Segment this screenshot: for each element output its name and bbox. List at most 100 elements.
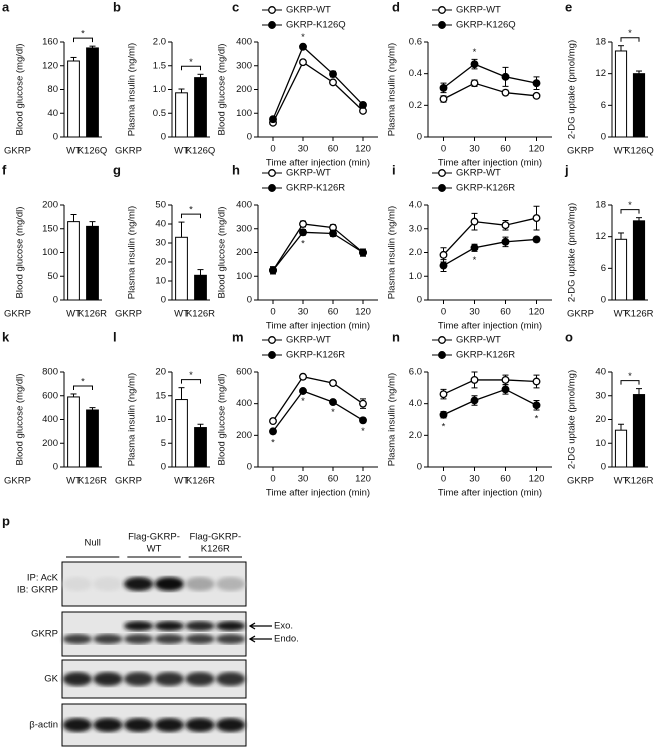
panel-letter: a: [2, 0, 10, 14]
band: [123, 634, 154, 644]
x-axis-label: Time after injection (min): [438, 158, 542, 169]
band: [62, 634, 93, 644]
y-axis-label: Blood glucose (mg/dl): [15, 44, 26, 136]
y-tick-label: 18: [595, 37, 606, 48]
legend-marker: [438, 336, 446, 344]
significance-label: *: [473, 255, 477, 266]
x-tick-label: K126R: [78, 476, 107, 487]
blot-frame: [61, 611, 247, 657]
significance-bracket: [181, 379, 201, 384]
bar: [614, 50, 628, 138]
legend-label: GKRP-WT: [456, 335, 501, 346]
band: [185, 672, 215, 686]
panel-letter: e: [565, 0, 572, 14]
series-line: [443, 238, 537, 267]
y-tick-label: 40: [595, 367, 606, 378]
legend-label: GKRP-WT: [456, 5, 501, 16]
point: [470, 243, 479, 252]
x-tick-label: WT: [66, 476, 81, 487]
band: [185, 621, 215, 631]
band: [93, 672, 123, 686]
y-tick-label: 0: [161, 132, 166, 143]
x-tick-label: WT: [614, 476, 629, 487]
panel-letter: l: [113, 329, 117, 344]
y-axis-label: Blood glucose (mg/dl): [15, 374, 26, 466]
y-tick-label: 200: [42, 438, 58, 449]
arrow-label: Endo.: [274, 634, 299, 645]
arrow-label: Exo.: [274, 621, 293, 632]
panel-letter: p: [2, 513, 10, 528]
point: [439, 261, 448, 270]
legend-label: GKRP-WT: [286, 335, 331, 346]
legend-marker: [438, 21, 446, 29]
significance-bracket: [620, 209, 640, 214]
x-tick-label: K126R: [624, 309, 653, 320]
group-label: GKRP: [4, 146, 31, 157]
bar: [194, 274, 207, 301]
point: [501, 88, 510, 97]
group-label: K126R: [201, 544, 230, 555]
bar: [67, 60, 80, 138]
band: [154, 634, 185, 644]
legend-marker: [268, 184, 276, 192]
y-tick-label: 10: [155, 276, 166, 287]
x-tick-label: 30: [469, 474, 480, 485]
y-tick-label: 0.2: [409, 100, 422, 111]
band: [185, 577, 215, 591]
legend-label: GKRP-K126R: [456, 350, 515, 361]
point: [269, 115, 277, 124]
point: [470, 396, 479, 405]
point: [439, 410, 448, 419]
y-tick-label: 1.0: [409, 271, 422, 282]
bar: [86, 225, 99, 301]
x-tick-label: 30: [469, 307, 480, 318]
panel-letter: m: [232, 329, 244, 344]
y-tick-label: 4.0: [409, 200, 422, 211]
panel-letter: i: [392, 162, 396, 177]
point: [269, 427, 277, 436]
legend-label: GKRP-K126R: [286, 350, 345, 361]
band: [215, 577, 246, 591]
point: [439, 390, 448, 399]
y-tick-label: 0: [247, 295, 252, 306]
y-tick-label: 200: [236, 430, 252, 441]
significance-label: *: [189, 205, 193, 216]
band: [93, 718, 123, 732]
point: [329, 70, 337, 79]
legend-marker: [268, 351, 276, 359]
x-tick-label: K126R: [186, 476, 215, 487]
legend-marker: [268, 336, 276, 344]
series-line: [443, 63, 537, 89]
y-tick-label: 40: [155, 219, 166, 230]
band: [62, 672, 93, 686]
legend-marker: [438, 351, 446, 359]
series-line: [272, 223, 364, 271]
point: [501, 237, 510, 246]
y-tick-label: 0: [417, 132, 422, 143]
x-tick-label: K126Q: [624, 146, 654, 157]
x-tick-label: 120: [355, 474, 371, 485]
x-tick-label: K126Q: [186, 146, 216, 157]
panel-letter: b: [113, 0, 121, 14]
y-tick-label: 200: [236, 84, 252, 95]
y-tick-label: 400: [236, 200, 252, 211]
group-label: GKRP: [4, 476, 31, 487]
point: [501, 72, 510, 81]
x-tick-label: 0: [270, 307, 275, 318]
band: [154, 718, 185, 732]
significance-label: *: [301, 239, 305, 250]
bar: [175, 236, 188, 301]
y-axis-label: Plasma insulin (ng/ml): [127, 206, 138, 299]
band: [93, 634, 123, 644]
y-tick-label: 5: [161, 438, 166, 449]
y-tick-label: 400: [236, 37, 252, 48]
bar: [194, 427, 207, 468]
legend-label: GKRP-K126R: [456, 183, 515, 194]
legend-label: GKRP-WT: [286, 5, 331, 16]
point: [359, 416, 367, 425]
group-label: Flag-GKRP-: [189, 532, 241, 543]
point: [532, 235, 541, 244]
significance-label: *: [271, 437, 275, 448]
y-tick-label: 12: [595, 68, 606, 79]
